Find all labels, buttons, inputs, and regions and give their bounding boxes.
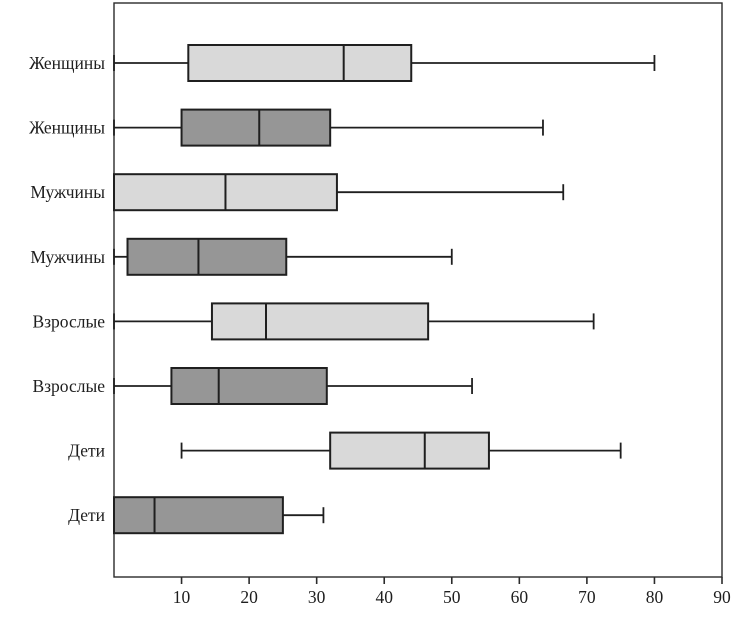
x-tick-label: 80	[646, 587, 664, 607]
iqr-box	[210, 302, 430, 341]
iqr-box	[329, 431, 490, 470]
category-label: Женщины	[29, 53, 105, 73]
iqr-box	[126, 237, 288, 276]
plot-frame	[113, 2, 723, 578]
iqr-box	[170, 367, 328, 405]
iqr-box	[113, 496, 284, 535]
category-label: Мужчины	[30, 182, 105, 202]
category-label: Мужчины	[30, 247, 105, 267]
x-tick-label: 30	[308, 587, 326, 607]
category-label: Дети	[68, 441, 105, 461]
category-label: Взрослые	[32, 376, 105, 396]
x-tick-label: 60	[511, 587, 529, 607]
x-tick-label: 50	[443, 587, 461, 607]
iqr-box	[180, 108, 332, 147]
x-tick-label: 10	[173, 587, 191, 607]
category-label: Взрослые	[32, 311, 105, 331]
category-label: Женщины	[29, 118, 105, 138]
x-tick-label: 90	[713, 587, 731, 607]
x-tick-label: 40	[375, 587, 393, 607]
category-label: Дети	[68, 505, 105, 525]
iqr-box	[187, 44, 413, 82]
x-tick-label: 70	[578, 587, 596, 607]
x-tick-label: 20	[240, 587, 258, 607]
